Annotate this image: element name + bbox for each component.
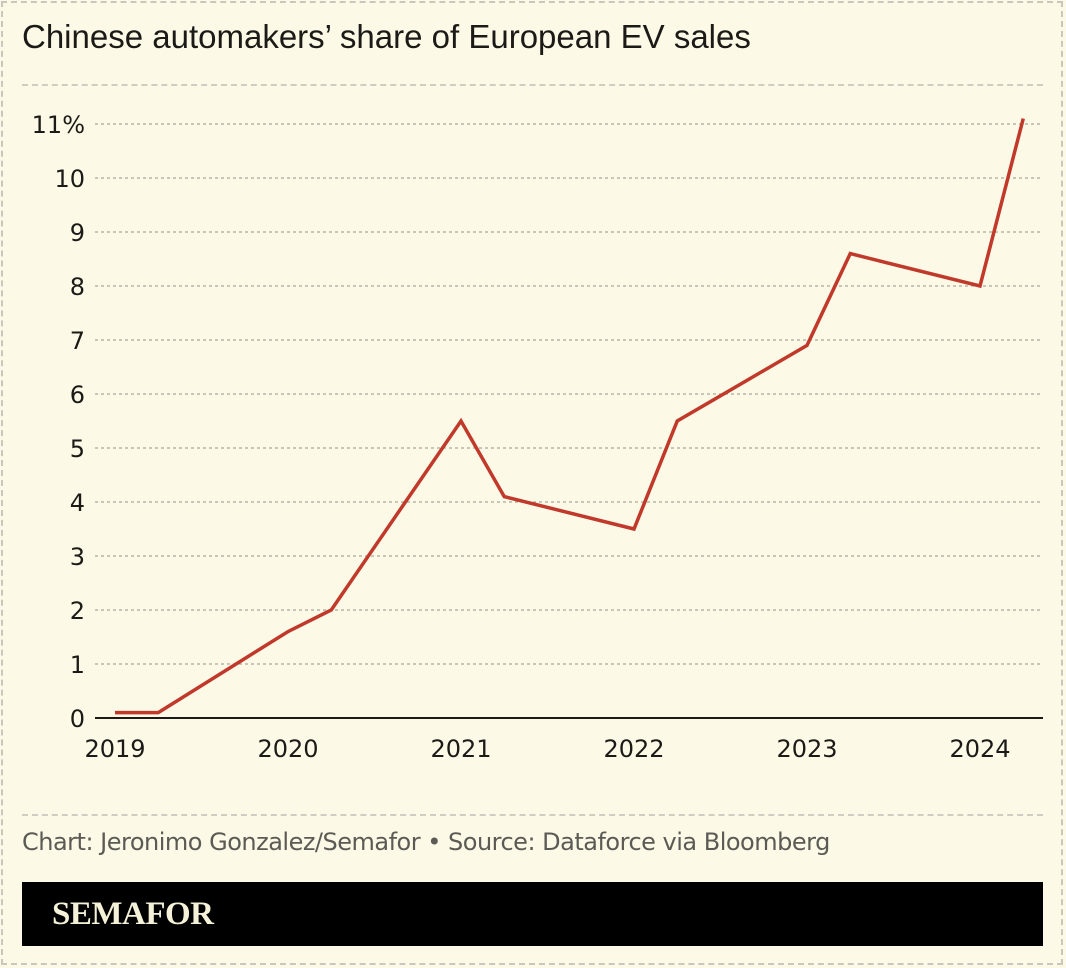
bottom-divider <box>22 814 1043 816</box>
y-tick-label: 4 <box>70 489 85 517</box>
y-tick-label: 6 <box>70 381 85 409</box>
top-divider <box>22 84 1043 86</box>
y-tick-label: 5 <box>70 435 85 463</box>
x-tick-label: 2023 <box>776 735 837 763</box>
y-tick-label: 1 <box>70 651 85 679</box>
y-tick-label: 3 <box>70 543 85 571</box>
y-tick-label: 7 <box>70 327 85 355</box>
y-tick-label: 9 <box>70 219 85 247</box>
y-tick-label: 8 <box>70 273 85 301</box>
y-tick-label: 11% <box>32 111 85 139</box>
y-tick-label: 2 <box>70 597 85 625</box>
chart-title: Chinese automakers’ share of European EV… <box>22 18 751 55</box>
brand-bar: SEMAFOR <box>22 882 1043 946</box>
source-credit: Chart: Jeronimo Gonzalez/Semafor • Sourc… <box>22 828 830 856</box>
x-tick-label: 2019 <box>84 735 145 763</box>
x-tick-label: 2021 <box>430 735 491 763</box>
series-line <box>115 118 1025 715</box>
semafor-logo: SEMAFOR <box>52 896 214 932</box>
y-tick-label: 10 <box>54 165 85 193</box>
x-tick-label: 2020 <box>257 735 318 763</box>
x-tick-label: 2024 <box>949 735 1010 763</box>
x-tick-label: 2022 <box>603 735 664 763</box>
y-tick-label: 0 <box>70 705 85 733</box>
